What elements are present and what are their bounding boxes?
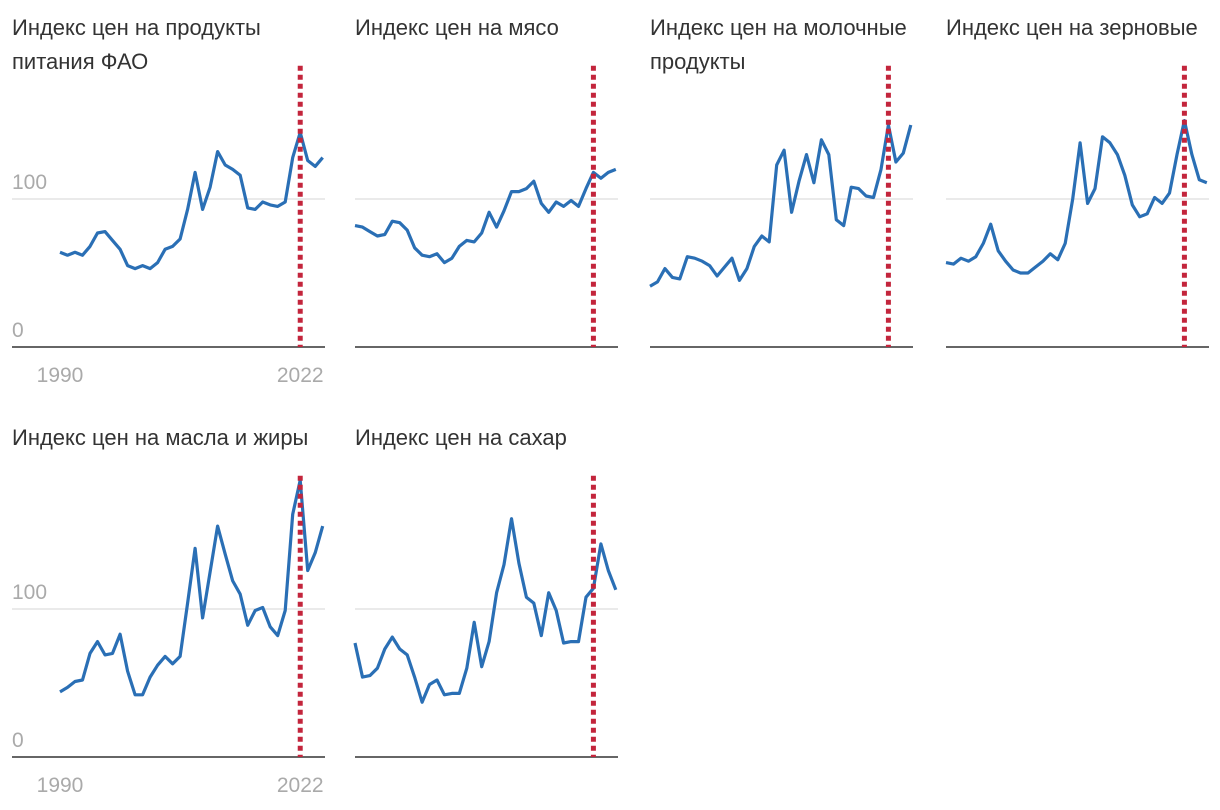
panel — [945, 65, 1209, 348]
data-line — [649, 123, 913, 288]
panel — [649, 65, 913, 348]
y-tick-label: 0 — [12, 319, 24, 342]
data-line — [59, 478, 325, 697]
data-line — [354, 167, 617, 265]
data-line — [59, 130, 324, 271]
x-tick-label: 2022 — [277, 364, 324, 387]
panel — [353, 475, 618, 758]
panel-title: Индекс цен на масла и жиры — [12, 425, 309, 450]
panel-title: Индекс цен на сахар — [355, 425, 567, 450]
y-tick-label: 100 — [12, 581, 47, 604]
data-line — [945, 119, 1208, 275]
panel: 0 100 1990 2022 — [12, 475, 325, 797]
panel-title: Индекс цен на мясо — [355, 15, 559, 40]
y-tick-label: 0 — [12, 729, 24, 752]
panel-title: Индекс цен на продукты питания ФАО — [12, 15, 261, 74]
panel-title: Индекс цен на молочные продукты — [650, 15, 907, 74]
x-tick-label: 2022 — [277, 774, 324, 797]
x-tick-label: 1990 — [37, 364, 84, 387]
x-tick-label: 1990 — [37, 774, 84, 797]
panel — [354, 65, 618, 348]
y-tick-label: 100 — [12, 171, 47, 194]
data-line — [353, 517, 618, 704]
panel: 0 100 1990 2022 — [12, 65, 325, 387]
panel-title: Индекс цен на зерновые — [946, 15, 1198, 40]
